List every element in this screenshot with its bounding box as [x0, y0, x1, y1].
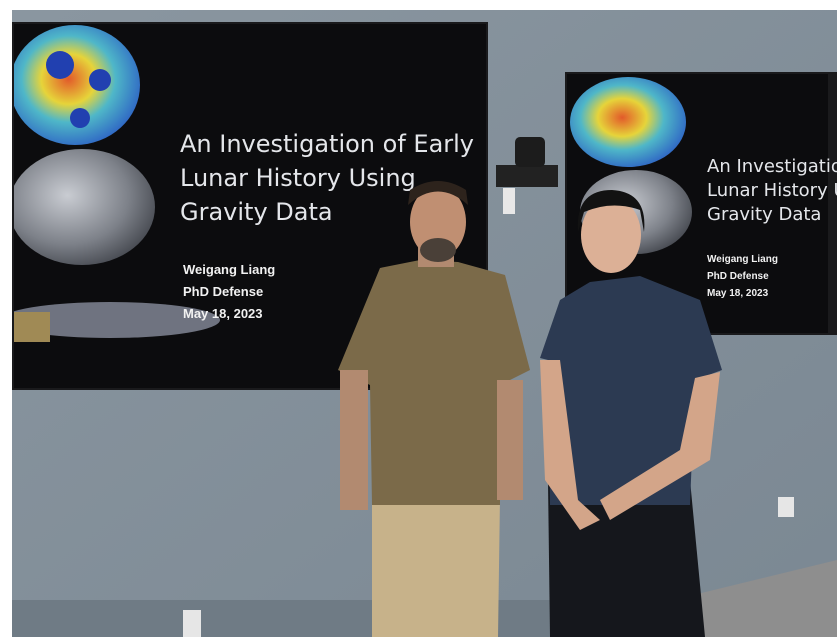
slide-date: May 18, 2023 — [183, 306, 263, 321]
slide-presenter: Weigang Liang — [707, 254, 778, 265]
person-right — [540, 190, 722, 637]
outlet — [183, 610, 201, 637]
slide-presenter: Weigang Liang — [183, 262, 275, 277]
outlet — [778, 497, 794, 517]
slide-event: PhD Defense — [707, 271, 769, 282]
slide-title-line: Lunar History Using — [180, 164, 416, 192]
slide-title-line: Gravity Data — [707, 204, 821, 225]
slide-title-line: Lunar History Using — [707, 180, 837, 201]
slide-title-line: Gravity Data — [180, 198, 333, 226]
slide-title-line: An Investigation of Early — [180, 130, 474, 158]
person-left — [338, 181, 530, 637]
slide-event: PhD Defense — [183, 284, 263, 299]
camera — [496, 137, 558, 214]
slide-title-line: An Investigation of — [707, 156, 837, 177]
slide-date: May 18, 2023 — [707, 288, 769, 299]
